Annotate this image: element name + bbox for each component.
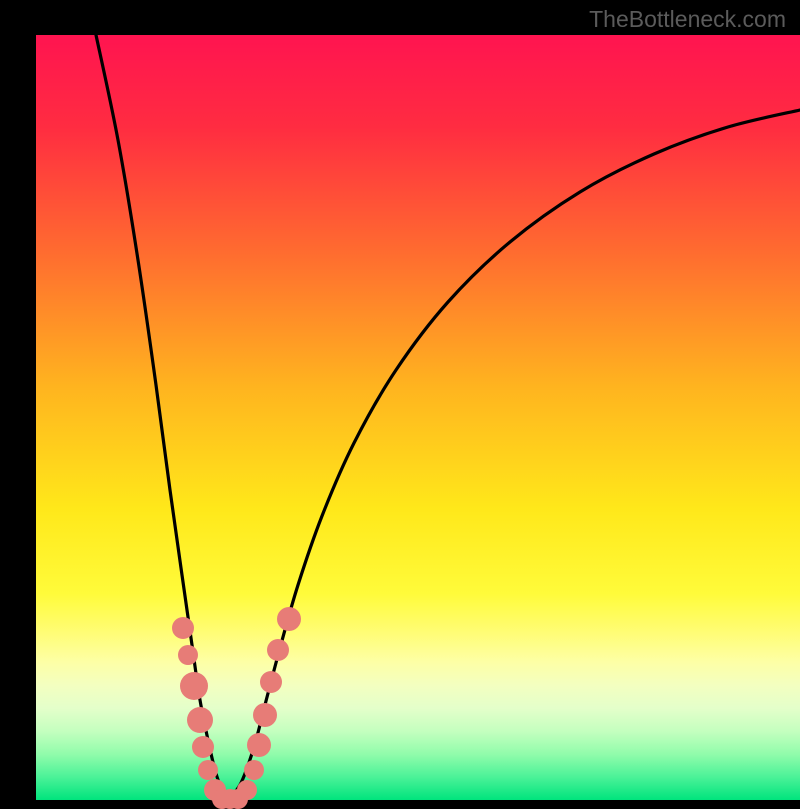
marker-layer bbox=[0, 0, 800, 800]
marker-dot bbox=[187, 707, 213, 733]
marker-dot bbox=[267, 639, 289, 661]
marker-dot bbox=[180, 672, 208, 700]
watermark-text: TheBottleneck.com bbox=[589, 6, 786, 33]
marker-dot bbox=[198, 760, 218, 780]
marker-dot bbox=[277, 607, 301, 631]
marker-dot bbox=[244, 760, 264, 780]
marker-dot bbox=[253, 703, 277, 727]
marker-dot bbox=[172, 617, 194, 639]
marker-dot bbox=[247, 733, 271, 757]
marker-dot bbox=[260, 671, 282, 693]
marker-dot bbox=[237, 780, 257, 800]
marker-dot bbox=[192, 736, 214, 758]
marker-dot bbox=[178, 645, 198, 665]
